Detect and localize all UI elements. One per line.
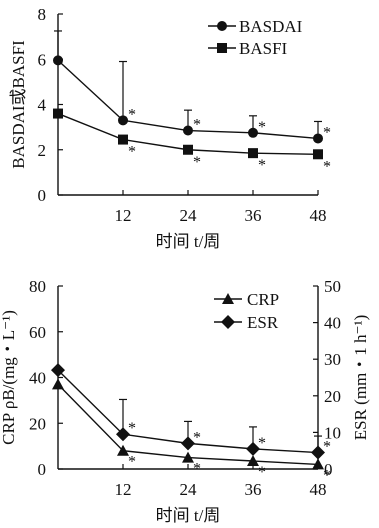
data-point: [118, 115, 128, 126]
legend-label: BASFI: [239, 39, 288, 58]
y-left-tick-label: 80: [29, 277, 46, 296]
significance-mark: *: [128, 420, 136, 437]
data-point: [181, 436, 195, 451]
legend-item-crp: CRP: [214, 290, 279, 309]
y-axis-label: BASDAI或BASFI: [9, 40, 28, 169]
significance-mark: *: [323, 467, 331, 484]
legend-marker: [217, 21, 227, 31]
series-basdai: * * * *: [53, 30, 331, 144]
data-point: [183, 144, 193, 155]
y-axis-right-label: ESR (mm・1 h⁻¹): [351, 315, 370, 441]
x-tick-label: 36: [245, 206, 262, 225]
significance-mark: *: [128, 106, 136, 123]
data-point: [248, 127, 258, 138]
data-point: [312, 458, 324, 470]
significance-mark: *: [128, 144, 136, 161]
data-point: [116, 427, 130, 442]
y-right-tick-label: 10: [324, 423, 341, 442]
data-point: [53, 108, 63, 119]
significance-mark: *: [258, 119, 266, 136]
y-left-tick-label: 0: [38, 460, 47, 479]
y-left-tick-label: 60: [29, 323, 46, 342]
y-right-tick-label: 20: [324, 387, 341, 406]
x-tick-label: 12: [115, 206, 132, 225]
significance-mark: *: [323, 158, 331, 175]
data-point: [51, 363, 65, 378]
data-point: [118, 134, 128, 145]
data-point: [247, 454, 259, 466]
x-tick-label: 24: [180, 480, 198, 499]
significance-mark: *: [193, 117, 201, 134]
data-point: [183, 125, 193, 136]
significance-mark: *: [128, 454, 136, 471]
legend-marker: [221, 315, 235, 329]
data-point: [182, 451, 194, 463]
x-tick-label: 48: [310, 206, 327, 225]
y-right-tick-label: 40: [324, 314, 341, 333]
x-tick-label: 36: [245, 480, 262, 499]
data-point: [248, 148, 258, 159]
significance-mark: *: [193, 461, 201, 478]
legend-label: BASDAI: [239, 17, 303, 36]
x-axis-label: 时间 t/周: [156, 232, 221, 251]
y-axis-left-label: CRP ρB/(mg・L⁻¹): [0, 310, 18, 445]
y-right-tick-label: 0: [324, 460, 333, 479]
significance-mark: *: [193, 154, 201, 171]
significance-mark: *: [258, 435, 266, 452]
y-left-tick-label: 20: [29, 414, 46, 433]
significance-mark: *: [323, 124, 331, 141]
legend-label: CRP: [247, 290, 279, 309]
legend-marker: [222, 293, 234, 304]
y-tick-label: 2: [38, 141, 47, 160]
data-point: [52, 378, 64, 390]
data-point: [313, 149, 323, 160]
significance-mark: *: [258, 157, 266, 174]
x-tick-label: 48: [310, 480, 327, 499]
y-tick-label: 4: [38, 96, 47, 115]
data-point: [311, 445, 325, 460]
legend-label: ESR: [247, 313, 279, 332]
legend-marker: [217, 43, 227, 53]
significance-mark: *: [193, 429, 201, 446]
y-tick-label: 0: [38, 186, 47, 205]
data-point: [246, 441, 260, 456]
significance-mark: *: [258, 464, 266, 481]
data-point: [313, 133, 323, 144]
y-left-tick-label: 40: [29, 369, 46, 388]
chart-panel-bottom: 0 20 40 60 80 0 10 20 30 40 50 12 24 36 48 时间 t/周 CRP ρB…: [0, 277, 370, 525]
y-tick-label: 8: [38, 5, 47, 24]
data-point: [53, 55, 63, 66]
legend-item-esr: ESR: [214, 313, 279, 332]
data-point: [117, 444, 129, 456]
x-tick-label: 24: [180, 206, 198, 225]
y-right-tick-label: 50: [324, 277, 341, 296]
series-basfi: * * * *: [53, 108, 331, 175]
x-axis-label: 时间 t/周: [156, 506, 221, 525]
y-tick-label: 6: [38, 50, 47, 69]
x-tick-label: 12: [115, 480, 132, 499]
legend-item-basdai: BASDAI: [208, 17, 303, 36]
legend-item-basfi: BASFI: [208, 39, 288, 58]
series-crp: * * * *: [52, 378, 331, 484]
significance-mark: *: [323, 439, 331, 456]
y-right-tick-label: 30: [324, 350, 341, 369]
series-esr: * * * *: [51, 363, 331, 460]
